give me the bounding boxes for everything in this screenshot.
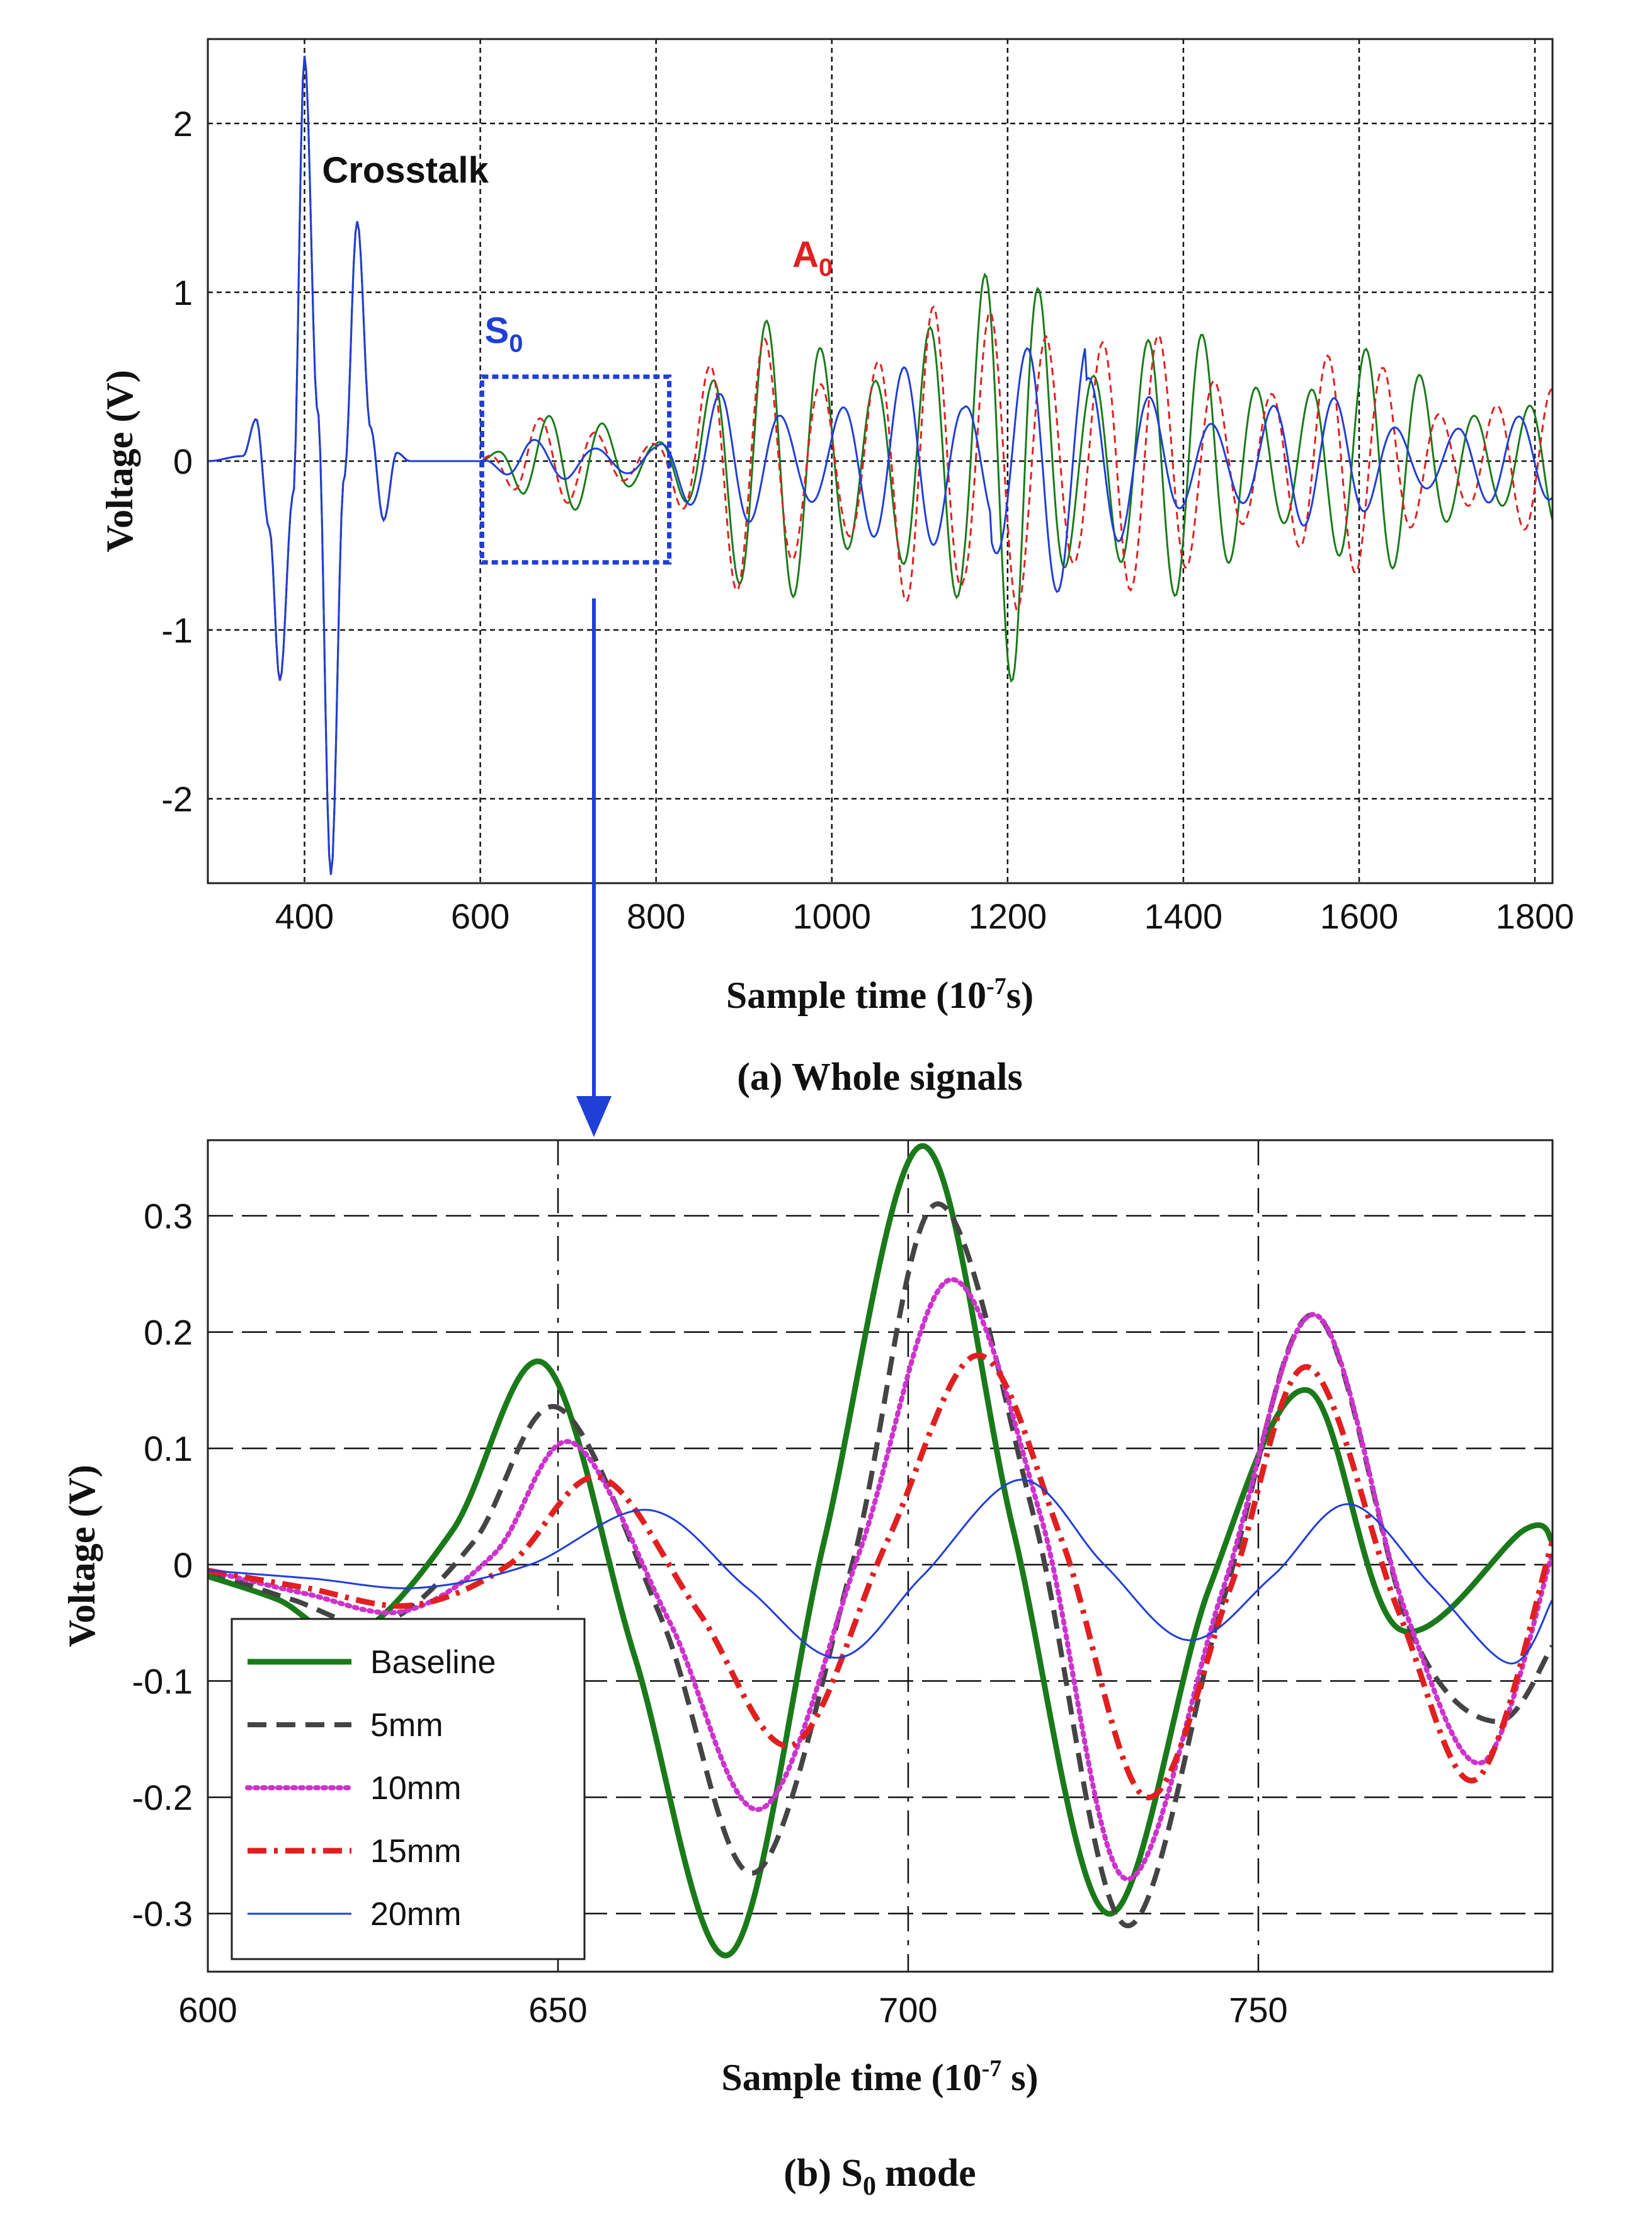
legend-label-5mm: 5mm	[370, 1707, 443, 1744]
panel-b-xtick-600: 600	[178, 1990, 237, 2030]
panel-a-whole-signals: 400 600 800 1000 1200 1400 1600 1800 -2 -1 0 1 2 Cro…	[99, 38, 1574, 1099]
panel-b-line-baseline	[208, 1143, 1552, 1958]
panel-a-ytick--1: -1	[161, 610, 193, 650]
panel-b-legend: Baseline 5mm 10mm 15mm 20mm	[231, 1618, 586, 1960]
panel-b-xtick-650: 650	[528, 1990, 587, 2030]
panel-b-tick-labels: 600 650 700 750 -0.3 -0.2 -0.1 0 0.1 0.2 0.3	[132, 1196, 1288, 2030]
panel-a-xtick-1400: 1400	[1144, 896, 1223, 936]
panel-a-signal-lines	[208, 55, 1552, 875]
panel-a-line-15mm	[208, 55, 1552, 875]
panel-a-annotation-a: A0	[792, 234, 833, 282]
panel-a-ytick-2: 2	[173, 104, 193, 144]
panel-a-axes-box	[207, 38, 1554, 884]
panel-a-xtick-1800: 1800	[1496, 896, 1575, 936]
panel-b-y-axis-label: Voltage (V)	[61, 1465, 103, 1647]
legend-label-10mm: 10mm	[370, 1770, 461, 1807]
panel-b-ytick-3: 0	[173, 1545, 193, 1585]
panel-b-ytick-1: -0.2	[132, 1778, 193, 1817]
panel-a-annotations: Crosstalk A0 S0	[322, 150, 833, 565]
panel-b-ytick-4: 0.1	[144, 1429, 193, 1468]
panel-a-ytick-0: 0	[173, 442, 193, 481]
panel-b-xtick-700: 700	[879, 1990, 937, 2030]
panel-a-xtick-800: 800	[627, 896, 685, 936]
panel-b-line-15mm	[208, 1352, 1552, 1800]
panel-a-s0-zoom-box	[479, 374, 672, 565]
panel-b-ytick-2: -0.1	[132, 1661, 193, 1701]
zoom-arrow-head	[576, 1096, 612, 1137]
legend-label-15mm: 15mm	[370, 1833, 461, 1870]
panel-a-annotation-crosstalk: Crosstalk	[322, 150, 489, 191]
panel-a-ytick-1: 1	[173, 273, 193, 312]
panel-b-axes-box	[207, 1139, 1554, 1973]
panel-b-legend-box	[231, 1618, 586, 1960]
panel-b-signal-lines	[208, 1143, 1552, 1958]
panel-a-xtick-400: 400	[275, 896, 334, 936]
panel-a-tick-labels: 400 600 800 1000 1200 1400 1600 1800 -2 -1 0 1 2	[161, 104, 1574, 936]
panel-b-xtick-750: 750	[1229, 1990, 1287, 2030]
panel-b-caption: (b) S0 mode	[783, 2152, 976, 2201]
panel-a-x-axis-label: Sample time (10-7s)	[726, 973, 1034, 1016]
panel-b-ytick-0: -0.3	[132, 1894, 193, 1934]
panel-a-xtick-1200: 1200	[969, 896, 1047, 936]
panel-b-s0-mode: 600 650 700 750 -0.3 -0.2 -0.1 0 0.1 0.2 0.3 Basel…	[61, 1139, 1554, 2201]
panel-a-xtick-1000: 1000	[792, 896, 871, 936]
panel-a-annotation-s: S0	[485, 310, 523, 357]
panel-b-line-10mm	[208, 1277, 1552, 1882]
panel-a-xtick-1600: 1600	[1320, 896, 1399, 936]
panel-b-ytick-5: 0.2	[144, 1313, 193, 1352]
panel-b-ytick-6: 0.3	[144, 1196, 193, 1236]
panel-a-xtick-600: 600	[451, 896, 510, 936]
panel-b-x-axis-label: Sample time (10-7 s)	[721, 2055, 1038, 2098]
panel-a-caption: (a) Whole signals	[737, 1056, 1023, 1099]
legend-label-20mm: 20mm	[370, 1896, 461, 1933]
legend-label-baseline: Baseline	[370, 1644, 496, 1681]
panel-b-line-20mm	[208, 1478, 1552, 1665]
panel-a-line-20mm	[208, 55, 1552, 875]
panel-a-y-axis-label: Voltage (V)	[99, 370, 140, 552]
panel-a-ytick--2: -2	[161, 779, 193, 819]
